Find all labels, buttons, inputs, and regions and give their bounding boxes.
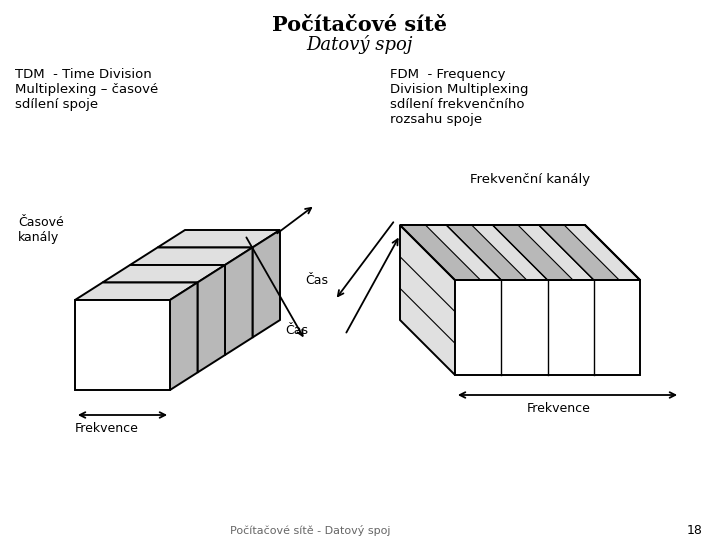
Polygon shape [455,280,640,375]
Text: Frekvence: Frekvence [75,422,139,435]
Text: Datový spoj: Datový spoj [307,36,413,55]
Text: Čas: Čas [305,273,328,287]
Text: Počítačové sítě - Datový spoj: Počítačové sítě - Datový spoj [230,524,390,536]
Text: TDM  - Time Division
Multiplexing – časové
sdílení spoje: TDM - Time Division Multiplexing – časov… [15,68,158,111]
Polygon shape [225,247,253,355]
Polygon shape [400,225,480,280]
Text: FDM  - Frequency
Division Multiplexing
sdílení frekvenčního
rozsahu spoje: FDM - Frequency Division Multiplexing sd… [390,68,528,126]
Text: Čas: Čas [285,323,308,336]
Polygon shape [400,225,640,280]
Polygon shape [446,225,527,280]
Polygon shape [158,230,280,247]
Polygon shape [75,300,170,390]
Text: Časové
kanály: Časové kanály [18,216,64,244]
Polygon shape [130,247,253,265]
Polygon shape [539,225,619,280]
Polygon shape [492,225,573,280]
Text: Frekvenční kanály: Frekvenční kanály [470,173,590,186]
Polygon shape [197,265,225,373]
Polygon shape [170,282,197,390]
Polygon shape [400,225,455,375]
Text: Frekvence: Frekvence [527,402,591,415]
Text: Počítačové sítě: Počítačové sítě [272,15,448,35]
Text: 18: 18 [687,523,703,537]
Polygon shape [253,230,280,338]
Polygon shape [75,282,197,300]
Polygon shape [102,265,225,282]
